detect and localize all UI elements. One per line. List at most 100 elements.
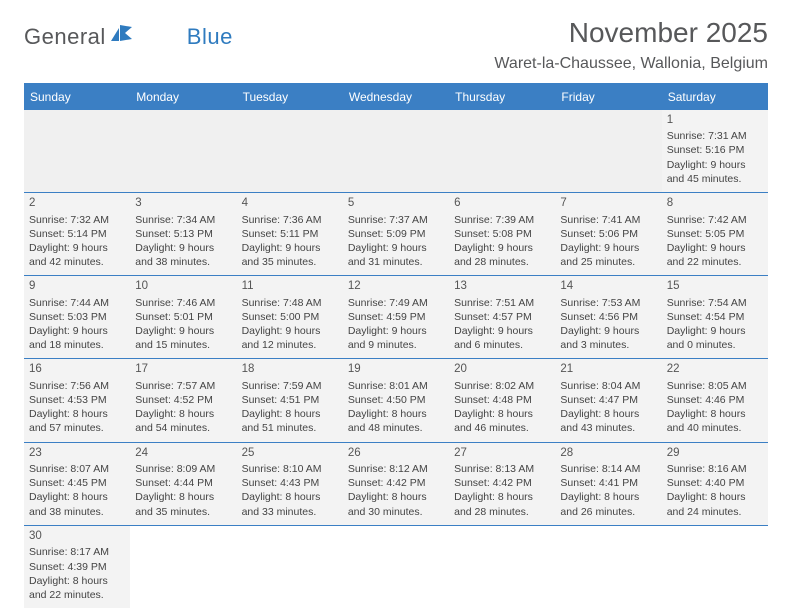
daylight-text: and 24 minutes.	[667, 505, 763, 519]
sunset-text: Sunset: 5:06 PM	[560, 227, 656, 241]
daylight-text: and 26 minutes.	[560, 505, 656, 519]
daylight-text: Daylight: 9 hours	[242, 241, 338, 255]
sunrise-text: Sunrise: 8:01 AM	[348, 379, 444, 393]
page-title: November 2025	[494, 18, 768, 49]
empty-cell	[130, 110, 236, 192]
sunset-text: Sunset: 4:43 PM	[242, 476, 338, 490]
weekday-header: Thursday	[449, 85, 555, 110]
sunset-text: Sunset: 5:16 PM	[667, 143, 763, 157]
daylight-text: and 3 minutes.	[560, 338, 656, 352]
daylight-text: Daylight: 9 hours	[454, 241, 550, 255]
day-cell: 22Sunrise: 8:05 AMSunset: 4:46 PMDayligh…	[662, 359, 768, 441]
daylight-text: Daylight: 8 hours	[135, 407, 231, 421]
day-cell: 3Sunrise: 7:34 AMSunset: 5:13 PMDaylight…	[130, 193, 236, 275]
flag-icon	[111, 25, 133, 46]
daylight-text: and 38 minutes.	[135, 255, 231, 269]
day-number: 4	[242, 196, 338, 212]
daylight-text: Daylight: 8 hours	[348, 407, 444, 421]
day-cell: 29Sunrise: 8:16 AMSunset: 4:40 PMDayligh…	[662, 443, 768, 525]
day-cell: 19Sunrise: 8:01 AMSunset: 4:50 PMDayligh…	[343, 359, 449, 441]
weekday-header: Sunday	[24, 85, 130, 110]
sunset-text: Sunset: 4:42 PM	[348, 476, 444, 490]
daylight-text: Daylight: 9 hours	[135, 241, 231, 255]
daylight-text: Daylight: 9 hours	[454, 324, 550, 338]
daylight-text: Daylight: 9 hours	[29, 241, 125, 255]
day-cell: 16Sunrise: 7:56 AMSunset: 4:53 PMDayligh…	[24, 359, 130, 441]
week-row: 1Sunrise: 7:31 AMSunset: 5:16 PMDaylight…	[24, 110, 768, 193]
day-cell: 11Sunrise: 7:48 AMSunset: 5:00 PMDayligh…	[237, 276, 343, 358]
daylight-text: and 35 minutes.	[242, 255, 338, 269]
week-row: 9Sunrise: 7:44 AMSunset: 5:03 PMDaylight…	[24, 276, 768, 359]
daylight-text: and 33 minutes.	[242, 505, 338, 519]
page: General Blue November 2025 Waret-la-Chau…	[0, 0, 792, 608]
daylight-text: Daylight: 8 hours	[29, 574, 125, 588]
day-number: 5	[348, 196, 444, 212]
weekday-header: Wednesday	[343, 85, 449, 110]
day-cell: 4Sunrise: 7:36 AMSunset: 5:11 PMDaylight…	[237, 193, 343, 275]
day-number: 29	[667, 446, 763, 462]
daylight-text: and 40 minutes.	[667, 421, 763, 435]
sunset-text: Sunset: 4:57 PM	[454, 310, 550, 324]
sunrise-text: Sunrise: 7:34 AM	[135, 213, 231, 227]
sunrise-text: Sunrise: 8:17 AM	[29, 545, 125, 559]
day-number: 13	[454, 279, 550, 295]
empty-cell	[343, 110, 449, 192]
calendar: SundayMondayTuesdayWednesdayThursdayFrid…	[24, 83, 768, 608]
week-row: 16Sunrise: 7:56 AMSunset: 4:53 PMDayligh…	[24, 359, 768, 442]
day-number: 28	[560, 446, 656, 462]
day-number: 30	[29, 529, 125, 545]
day-number: 14	[560, 279, 656, 295]
day-number: 18	[242, 362, 338, 378]
day-number: 26	[348, 446, 444, 462]
day-cell: 27Sunrise: 8:13 AMSunset: 4:42 PMDayligh…	[449, 443, 555, 525]
daylight-text: and 54 minutes.	[135, 421, 231, 435]
day-number: 7	[560, 196, 656, 212]
daylight-text: and 31 minutes.	[348, 255, 444, 269]
daylight-text: Daylight: 8 hours	[135, 490, 231, 504]
weekday-header: Monday	[130, 85, 236, 110]
logo-word-2: Blue	[187, 24, 233, 50]
daylight-text: Daylight: 9 hours	[242, 324, 338, 338]
sunrise-text: Sunrise: 7:48 AM	[242, 296, 338, 310]
daylight-text: Daylight: 8 hours	[667, 407, 763, 421]
sunset-text: Sunset: 4:40 PM	[667, 476, 763, 490]
day-cell: 6Sunrise: 7:39 AMSunset: 5:08 PMDaylight…	[449, 193, 555, 275]
daylight-text: Daylight: 9 hours	[348, 324, 444, 338]
day-cell: 17Sunrise: 7:57 AMSunset: 4:52 PMDayligh…	[130, 359, 236, 441]
daylight-text: and 0 minutes.	[667, 338, 763, 352]
daylight-text: and 9 minutes.	[348, 338, 444, 352]
day-cell: 30Sunrise: 8:17 AMSunset: 4:39 PMDayligh…	[24, 526, 130, 608]
day-cell: 23Sunrise: 8:07 AMSunset: 4:45 PMDayligh…	[24, 443, 130, 525]
empty-cell	[555, 110, 661, 192]
sunset-text: Sunset: 5:03 PM	[29, 310, 125, 324]
sunrise-text: Sunrise: 8:04 AM	[560, 379, 656, 393]
daylight-text: and 28 minutes.	[454, 505, 550, 519]
sunset-text: Sunset: 4:42 PM	[454, 476, 550, 490]
sunrise-text: Sunrise: 7:42 AM	[667, 213, 763, 227]
sunset-text: Sunset: 4:54 PM	[667, 310, 763, 324]
day-cell: 28Sunrise: 8:14 AMSunset: 4:41 PMDayligh…	[555, 443, 661, 525]
sunset-text: Sunset: 4:46 PM	[667, 393, 763, 407]
day-number: 2	[29, 196, 125, 212]
daylight-text: Daylight: 8 hours	[454, 490, 550, 504]
week-row: 30Sunrise: 8:17 AMSunset: 4:39 PMDayligh…	[24, 526, 768, 608]
day-cell: 5Sunrise: 7:37 AMSunset: 5:09 PMDaylight…	[343, 193, 449, 275]
day-cell: 13Sunrise: 7:51 AMSunset: 4:57 PMDayligh…	[449, 276, 555, 358]
sunset-text: Sunset: 4:44 PM	[135, 476, 231, 490]
sunrise-text: Sunrise: 7:31 AM	[667, 129, 763, 143]
day-number: 21	[560, 362, 656, 378]
sunset-text: Sunset: 5:11 PM	[242, 227, 338, 241]
weekday-header: Saturday	[662, 85, 768, 110]
day-number: 16	[29, 362, 125, 378]
sunset-text: Sunset: 4:48 PM	[454, 393, 550, 407]
day-cell: 10Sunrise: 7:46 AMSunset: 5:01 PMDayligh…	[130, 276, 236, 358]
day-cell: 12Sunrise: 7:49 AMSunset: 4:59 PMDayligh…	[343, 276, 449, 358]
daylight-text: Daylight: 8 hours	[560, 490, 656, 504]
daylight-text: and 28 minutes.	[454, 255, 550, 269]
empty-cell	[343, 526, 449, 608]
daylight-text: Daylight: 8 hours	[29, 407, 125, 421]
daylight-text: Daylight: 8 hours	[29, 490, 125, 504]
sunrise-text: Sunrise: 8:09 AM	[135, 462, 231, 476]
day-cell: 24Sunrise: 8:09 AMSunset: 4:44 PMDayligh…	[130, 443, 236, 525]
daylight-text: and 22 minutes.	[667, 255, 763, 269]
